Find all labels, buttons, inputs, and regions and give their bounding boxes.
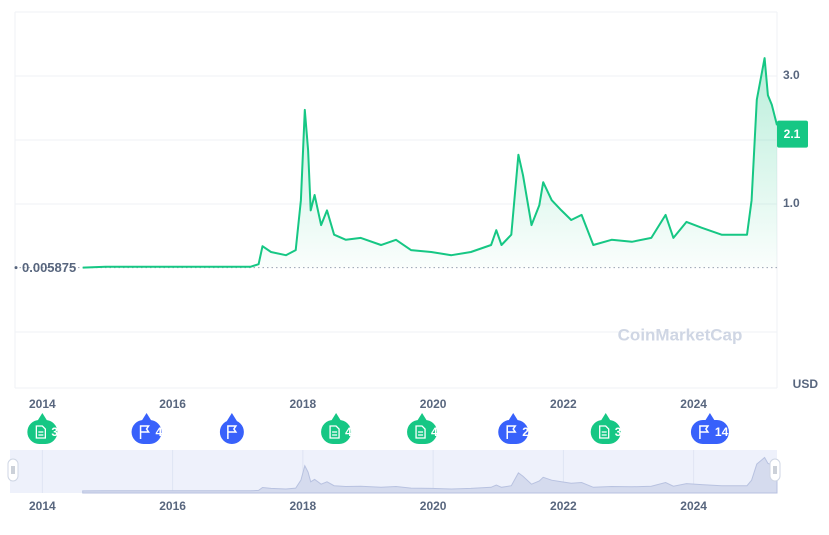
event-count: 4 xyxy=(156,425,163,439)
event-marker[interactable] xyxy=(219,413,244,444)
unit-label: USD xyxy=(793,377,819,391)
event-count: 4 xyxy=(431,425,438,439)
navigator-tick-label: 2016 xyxy=(159,499,186,513)
price-area xyxy=(82,58,777,268)
navigator-tick-label: 2024 xyxy=(680,499,707,513)
event-count: 2 xyxy=(522,425,529,439)
event-marker[interactable]: 3 xyxy=(27,413,58,444)
x-tick-label: 2022 xyxy=(550,397,577,411)
y-tick-label: 3.0 xyxy=(783,68,800,82)
doc-icon xyxy=(415,425,426,439)
y-tick-label: 1.0 xyxy=(783,196,800,210)
flag-icon xyxy=(506,425,517,439)
event-pointer xyxy=(417,413,428,421)
event-marker[interactable]: 4 xyxy=(321,413,352,444)
x-tick-label: 2018 xyxy=(290,397,317,411)
doc-icon xyxy=(599,425,610,439)
event-marker[interactable]: 14 xyxy=(690,413,729,444)
event-pointer xyxy=(508,413,519,421)
navigator-handle[interactable] xyxy=(769,458,781,482)
event-pointer xyxy=(704,413,715,421)
event-marker[interactable]: 2 xyxy=(498,413,529,444)
event-pointer xyxy=(331,413,342,421)
event-count: 4 xyxy=(345,425,352,439)
current-price-badge xyxy=(777,120,808,148)
x-tick-label: 2024 xyxy=(680,397,707,411)
flag-icon xyxy=(699,425,710,439)
doc-icon xyxy=(329,425,340,439)
price-line xyxy=(82,57,778,269)
navigator-tick-label: 2014 xyxy=(29,499,56,513)
event-pointer xyxy=(37,413,48,421)
x-tick-label: 2016 xyxy=(159,397,186,411)
watermark: CoinMarketCap xyxy=(618,325,743,344)
x-tick-label: 2020 xyxy=(420,397,447,411)
event-marker[interactable]: 4 xyxy=(407,413,438,444)
doc-icon xyxy=(35,425,47,439)
flag-icon xyxy=(139,425,150,439)
current-price-label: 2.1 xyxy=(784,127,801,141)
event-count: 3 xyxy=(51,425,58,439)
event-pointer xyxy=(600,413,611,421)
x-tick-label: 2014 xyxy=(29,397,56,411)
event-count: 14 xyxy=(715,425,729,439)
event-pointer xyxy=(226,413,237,421)
event-marker[interactable]: 3 xyxy=(590,413,622,444)
navigator-area xyxy=(82,456,778,494)
event-marker[interactable]: 4 xyxy=(131,413,163,444)
start-price-label: 0.005875 xyxy=(22,260,76,275)
navigator-tick-label: 2020 xyxy=(420,499,447,513)
event-count: 3 xyxy=(615,425,622,439)
navigator-tick-label: 2018 xyxy=(290,499,317,513)
navigator-handle[interactable] xyxy=(7,458,19,482)
navigator-tick-label: 2022 xyxy=(550,499,577,513)
start-price-dot xyxy=(14,266,18,270)
event-pointer xyxy=(141,413,152,421)
flag-icon xyxy=(227,425,238,439)
